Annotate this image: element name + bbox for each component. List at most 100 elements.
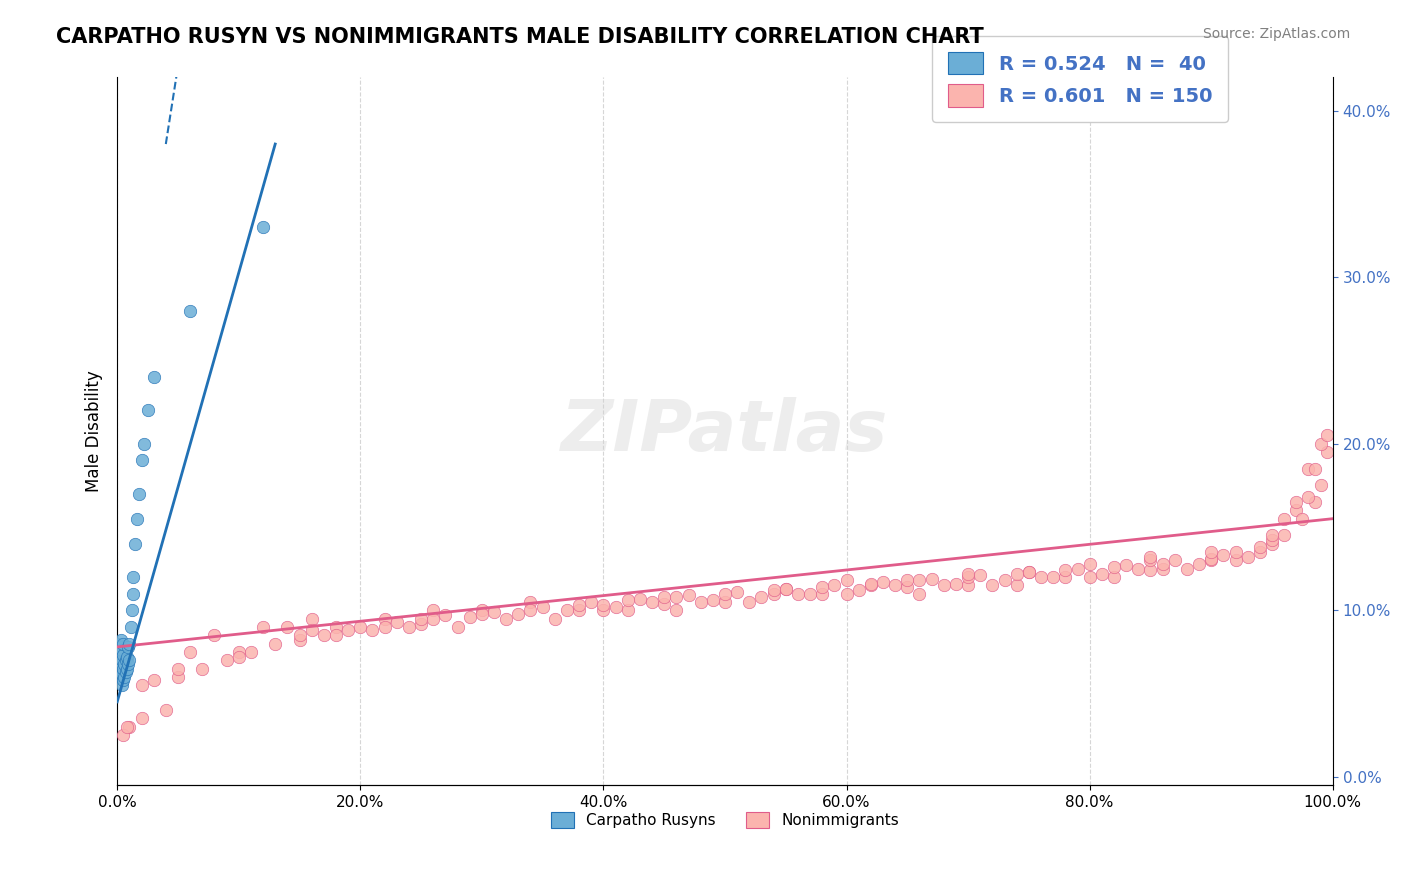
Point <box>1309 436 1331 450</box>
Point <box>932 578 955 592</box>
Point <box>823 578 845 592</box>
Text: CARPATHO RUSYN VS NONIMMIGRANTS MALE DISABILITY CORRELATION CHART: CARPATHO RUSYN VS NONIMMIGRANTS MALE DIS… <box>56 27 984 46</box>
Point <box>325 628 347 642</box>
Point <box>1139 553 1161 567</box>
Point <box>385 615 408 629</box>
Point <box>1005 566 1028 581</box>
Point <box>714 595 737 609</box>
Point <box>652 597 675 611</box>
Point <box>1285 503 1308 517</box>
Point <box>628 591 651 606</box>
Point <box>118 636 141 650</box>
Point <box>115 661 138 675</box>
Point <box>738 595 761 609</box>
Point <box>112 648 135 663</box>
Point <box>110 645 132 659</box>
Point <box>446 620 468 634</box>
Point <box>1261 528 1284 542</box>
Point <box>945 576 967 591</box>
Text: Source: ZipAtlas.com: Source: ZipAtlas.com <box>1202 27 1350 41</box>
Point <box>678 588 700 602</box>
Point <box>568 603 591 617</box>
Point <box>142 370 165 384</box>
Point <box>1199 551 1222 566</box>
Point <box>1261 533 1284 548</box>
Point <box>544 611 567 625</box>
Point <box>665 603 688 617</box>
Point <box>374 620 396 634</box>
Point <box>1298 490 1320 504</box>
Point <box>1298 461 1320 475</box>
Point <box>1054 563 1077 577</box>
Point <box>1272 528 1295 542</box>
Point <box>1152 561 1174 575</box>
Point <box>896 574 918 588</box>
Point <box>1066 561 1088 575</box>
Point <box>581 595 603 609</box>
Point <box>957 578 980 592</box>
Point <box>114 665 136 679</box>
Point <box>1199 553 1222 567</box>
Point <box>908 586 931 600</box>
Point <box>1261 536 1284 550</box>
Point <box>1164 553 1187 567</box>
Point <box>110 633 132 648</box>
Point <box>859 578 882 592</box>
Point <box>112 673 135 688</box>
Point <box>1272 511 1295 525</box>
Point <box>471 603 494 617</box>
Point <box>1139 549 1161 564</box>
Point <box>121 603 143 617</box>
Point <box>859 576 882 591</box>
Point <box>131 453 153 467</box>
Point <box>115 649 138 664</box>
Point <box>179 303 201 318</box>
Point <box>136 403 159 417</box>
Point <box>1188 557 1211 571</box>
Point <box>131 678 153 692</box>
Point <box>519 603 541 617</box>
Point <box>118 720 141 734</box>
Point <box>422 603 444 617</box>
Text: ZIPatlas: ZIPatlas <box>561 397 889 466</box>
Point <box>409 616 432 631</box>
Point <box>519 595 541 609</box>
Point <box>167 661 190 675</box>
Point <box>835 574 858 588</box>
Point <box>787 586 810 600</box>
Point <box>908 574 931 588</box>
Point <box>374 611 396 625</box>
Point <box>110 657 132 671</box>
Point <box>131 711 153 725</box>
Point <box>993 574 1015 588</box>
Point <box>179 645 201 659</box>
Y-axis label: Male Disability: Male Disability <box>86 370 103 492</box>
Point <box>204 628 226 642</box>
Point <box>1102 570 1125 584</box>
Point <box>1078 570 1101 584</box>
Point <box>811 586 834 600</box>
Point <box>1225 553 1247 567</box>
Point <box>1128 561 1150 575</box>
Point <box>665 590 688 604</box>
Point <box>112 728 135 742</box>
Point <box>107 653 129 667</box>
Point <box>120 620 142 634</box>
Point <box>872 574 894 589</box>
Point <box>605 599 627 614</box>
Point <box>1175 561 1198 575</box>
Point <box>1316 428 1339 442</box>
Point <box>125 511 148 525</box>
Point <box>775 582 797 596</box>
Point <box>117 657 139 671</box>
Point <box>239 645 262 659</box>
Point <box>114 657 136 671</box>
Point <box>108 661 131 675</box>
Point <box>811 580 834 594</box>
Point <box>361 624 384 638</box>
Point <box>1102 560 1125 574</box>
Point <box>714 586 737 600</box>
Point <box>1303 461 1326 475</box>
Point <box>191 661 214 675</box>
Point <box>848 583 870 598</box>
